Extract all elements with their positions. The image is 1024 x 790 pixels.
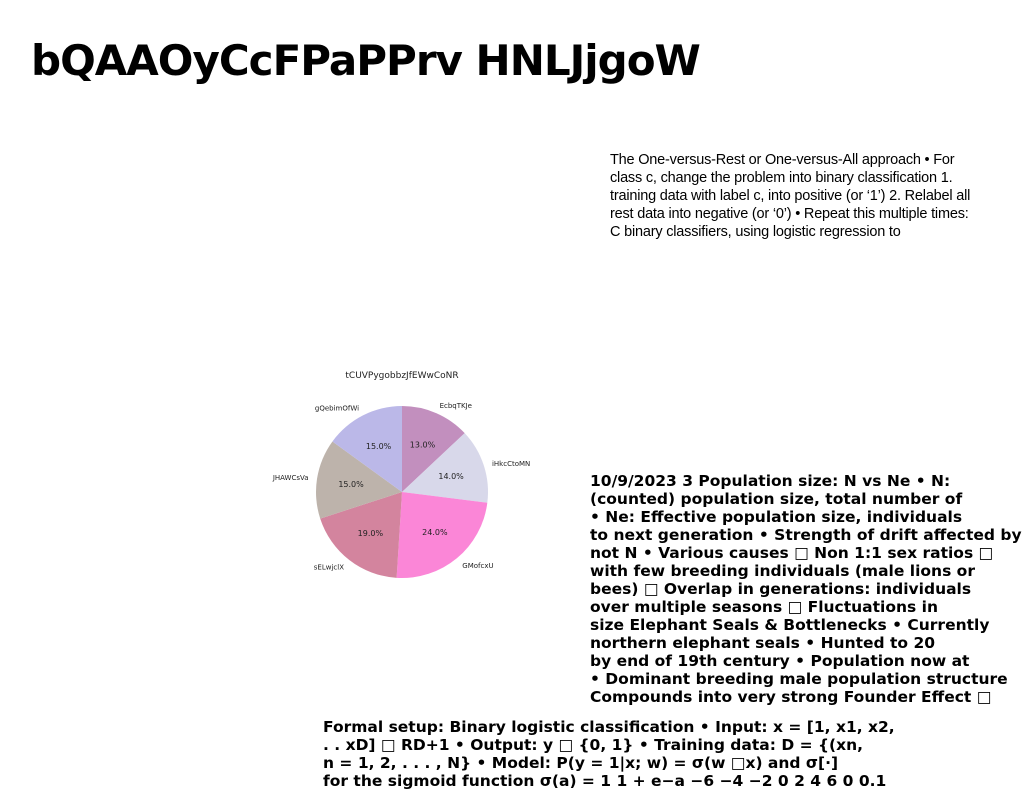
text-line: . . xD] □ RD+1 • Output: y □ {0, 1} • Tr… — [323, 736, 864, 754]
pie-category-label: GMofcxU — [462, 562, 493, 570]
pie-value-label: 15.0% — [366, 442, 392, 451]
chart-title: tCUVPygobbzJfEWwCoNR — [345, 371, 458, 381]
pie-value-label: 24.0% — [422, 528, 448, 537]
page-title: bQAAOyCcFPaPPrv HNLJjgoW — [31, 36, 701, 85]
text-line: 10/9/2023 3 Population size: N vs Ne • N… — [590, 472, 951, 490]
text-line: training data with label c, into positiv… — [610, 188, 971, 204]
logistic-setup-text-block: Formal setup: Binary logistic classifica… — [323, 718, 1023, 790]
text-line: for the sigmoid function σ(a) = 1 1 + e−… — [323, 772, 887, 790]
text-line: • Ne: Effective population size, individ… — [590, 508, 963, 526]
text-line: rest data into negative (or ‘0’) • Repea… — [610, 206, 969, 222]
text-line: not N • Various causes □ Non 1:1 sex rat… — [590, 544, 994, 562]
pie-value-label: 14.0% — [438, 472, 464, 481]
text-line: (counted) population size, total number … — [590, 490, 963, 508]
pie-slice-ihkcctomn — [402, 433, 488, 503]
pie-category-label: EcbqTKJe — [440, 402, 472, 410]
population-text-block: 10/9/2023 3 Population size: N vs Ne • N… — [590, 472, 1024, 706]
text-line: by end of 19th century • Population now … — [590, 652, 970, 670]
pie-slice-selwjclx — [320, 492, 402, 578]
text-line: Compounds into very strong Founder Effec… — [590, 688, 992, 706]
pie-value-label: 19.0% — [358, 529, 384, 538]
text-line: northern elephant seals • Hunted to 20 — [590, 634, 936, 652]
pie-category-label: gQebimOfWi — [315, 405, 359, 413]
pie-chart: tCUVPygobbzJfEWwCoNR 13.0% EcbqTKJe 14.0% i… — [272, 371, 530, 578]
pie-slice-jhawcsva — [316, 441, 402, 519]
text-line: Formal setup: Binary logistic classifica… — [323, 718, 895, 736]
pie-slice-ecbqtkje — [402, 406, 465, 492]
text-line: class c, change the problem into binary … — [610, 170, 953, 186]
pie-value-label: 15.0% — [338, 480, 364, 489]
ovr-text-block: The One-versus-Rest or One-versus-All ap… — [610, 151, 1024, 241]
pie-category-label: iHkcCtoMN — [492, 460, 530, 468]
pie-slice-gqebimofwi — [332, 406, 402, 492]
text-line: • Dominant breeding male population stru… — [590, 670, 1008, 688]
text-line: to next generation • Strength of drift a… — [590, 526, 1022, 544]
pie-category-label: JHAWCsVa — [272, 474, 309, 482]
pie-category-label: sELwjclX — [314, 564, 344, 572]
text-line: The One-versus-Rest or One-versus-All ap… — [610, 152, 955, 168]
text-line: with few breeding individuals (male lion… — [590, 562, 975, 580]
text-line: C binary classifiers, using logistic reg… — [610, 224, 901, 240]
pie-value-label: 13.0% — [410, 441, 436, 450]
text-line: size Elephant Seals & Bottlenecks • Curr… — [590, 616, 990, 634]
text-line: over multiple seasons □ Fluctuations in — [590, 598, 939, 616]
text-line: bees) □ Overlap in generations: individu… — [590, 580, 972, 598]
text-line: n = 1, 2, . . . , N} • Model: P(y = 1|x;… — [323, 754, 839, 772]
pie-slice-gmofcxu — [396, 492, 488, 578]
